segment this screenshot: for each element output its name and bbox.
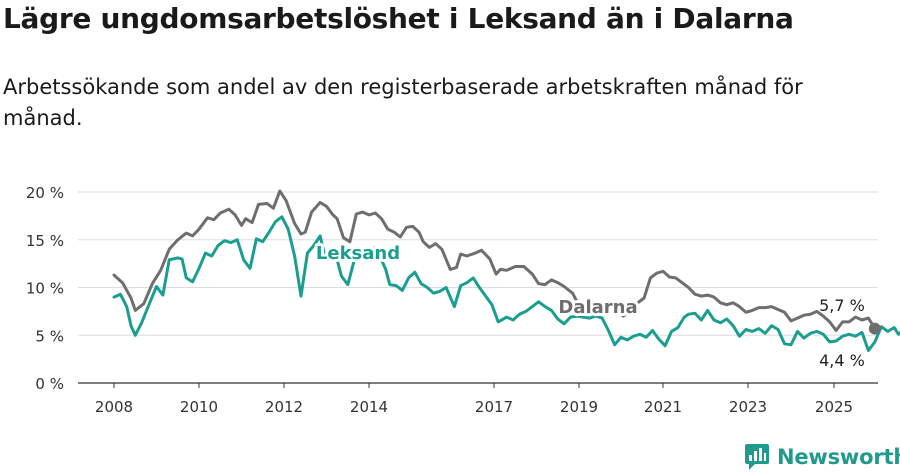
x-tick-label: 2014 xyxy=(350,398,388,416)
series-line-dalarna xyxy=(112,189,877,332)
x-tick-label: 2019 xyxy=(560,398,598,416)
x-tick-label: 2025 xyxy=(815,398,853,416)
y-tick-label: 15 % xyxy=(26,232,64,250)
chart-title: Lägre ungdomsarbetslöshet i Leksand än i… xyxy=(3,2,794,35)
series-label-dalarna: Dalarna xyxy=(558,297,637,318)
newsworthy-logo-icon xyxy=(745,444,769,470)
series-label-leksand: Leksand xyxy=(316,243,400,264)
series-line-leksand xyxy=(112,215,900,352)
series-label-halo: Leksand xyxy=(316,243,400,264)
x-tick-label: 2021 xyxy=(644,398,682,416)
y-tick-label: 10 % xyxy=(26,280,64,298)
brand-name: Newsworthy xyxy=(777,445,900,469)
x-tick-label: 2017 xyxy=(475,398,513,416)
x-tick-label: 2023 xyxy=(729,398,767,416)
y-tick-label: 0 % xyxy=(35,375,64,393)
end-point-dalarna xyxy=(868,322,881,335)
chart-subtitle: Arbetssökande som andel av den registerb… xyxy=(3,75,803,130)
x-tick-label: 2010 xyxy=(180,398,218,416)
end-value-label-leksand: 4,4 % xyxy=(819,351,865,370)
end-value-label-dalarna: 5,7 % xyxy=(819,296,865,315)
x-tick-label: 2008 xyxy=(95,398,133,416)
series-label-halo: Dalarna xyxy=(558,297,637,318)
y-tick-label: 20 % xyxy=(26,184,64,202)
y-tick-label: 5 % xyxy=(35,327,64,345)
brand-logo[interactable]: Newsworthy xyxy=(744,442,900,472)
x-tick-label: 2012 xyxy=(265,398,303,416)
